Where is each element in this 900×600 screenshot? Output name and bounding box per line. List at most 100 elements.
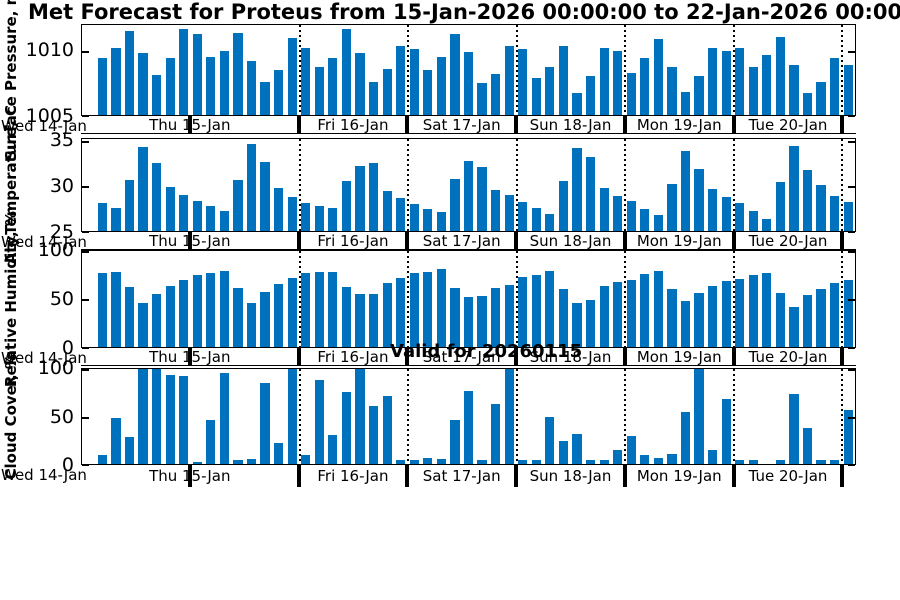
bar — [301, 273, 311, 347]
x-day-label: Sun 18-Jan — [529, 116, 612, 133]
bar — [97, 203, 107, 231]
bar — [816, 81, 826, 115]
bar — [314, 380, 324, 464]
day-gridline — [515, 25, 518, 115]
x-day-label: Tue 20-Jan — [748, 348, 828, 365]
y-tick-mark — [82, 140, 89, 143]
bar — [355, 166, 365, 231]
bar — [694, 293, 704, 347]
x-day-label — [842, 465, 856, 487]
bar — [423, 458, 433, 464]
bar — [151, 163, 162, 231]
bar — [206, 205, 216, 231]
bar — [585, 157, 596, 231]
y-tick-label: 0 — [61, 337, 74, 359]
day-boundary-tick — [187, 465, 192, 487]
bar — [680, 150, 691, 231]
bar — [762, 219, 772, 231]
subplot-temperature — [81, 138, 856, 233]
bar — [735, 203, 745, 231]
y-tick-mark — [848, 464, 855, 466]
day-gridline — [515, 251, 518, 347]
bar — [124, 437, 135, 464]
bar — [531, 77, 541, 115]
y-tick-mark — [82, 464, 89, 466]
bar — [179, 375, 189, 464]
bar — [626, 72, 636, 115]
x-day-label: Tue 20-Jan — [748, 232, 828, 249]
day-boundary-tick — [840, 465, 845, 487]
bar — [287, 196, 297, 231]
bar — [748, 211, 758, 231]
bar — [599, 460, 609, 464]
day-gridline — [407, 251, 410, 347]
bar — [436, 459, 446, 464]
bar — [274, 443, 284, 464]
bar — [613, 449, 623, 464]
bar — [830, 58, 840, 115]
bar — [355, 369, 365, 464]
bar — [830, 195, 840, 231]
bar — [748, 460, 758, 464]
bar — [206, 273, 216, 347]
bar — [274, 187, 284, 231]
bar — [396, 197, 406, 231]
bar — [341, 28, 352, 115]
day-boundary-tick — [405, 232, 410, 250]
x-day-label — [842, 232, 856, 249]
x-day-label: Fri 16-Jan — [317, 232, 389, 249]
bar — [545, 416, 555, 464]
bar — [735, 48, 745, 115]
bar — [368, 163, 379, 231]
bar — [382, 68, 392, 115]
bar — [138, 369, 148, 464]
day-boundary-tick — [514, 232, 519, 250]
bar — [789, 64, 799, 115]
bar — [341, 286, 352, 347]
bar — [518, 49, 528, 115]
bar — [531, 460, 541, 464]
date-strip: Thu 15-Jan Fri 16-Jan Sat 17-Jan Sun 18-Jan… — [81, 116, 856, 134]
x-day-label: Mon 19-Jan — [636, 467, 722, 485]
bar — [640, 209, 650, 231]
day-gridline — [298, 139, 301, 231]
bar — [165, 186, 175, 231]
bar — [260, 162, 270, 231]
bar — [328, 434, 338, 464]
bar — [613, 281, 623, 347]
bar — [192, 34, 202, 115]
x-day-label: Tue 20-Jan — [748, 116, 828, 133]
day-gridline — [298, 251, 301, 347]
bar — [802, 93, 813, 115]
day-boundary-tick — [405, 465, 410, 487]
bar — [233, 32, 243, 115]
day-gridline — [624, 251, 627, 347]
day-boundary-tick — [731, 232, 736, 250]
bar — [762, 273, 772, 347]
y-tick-label: 30 — [49, 174, 74, 197]
day-gridline — [841, 25, 844, 115]
bar — [111, 48, 121, 115]
x-day-label: Mon 19-Jan — [636, 348, 722, 365]
bar — [192, 462, 202, 464]
day-boundary-tick — [514, 116, 519, 134]
day-boundary-tick — [296, 116, 301, 134]
x-day-label: Fri 16-Jan — [317, 116, 389, 133]
bar — [274, 283, 284, 347]
bar — [667, 289, 677, 347]
day-boundary-tick — [622, 116, 627, 134]
bar — [694, 369, 704, 464]
bar — [219, 271, 229, 347]
day-gridline — [407, 369, 410, 464]
day-boundary-tick — [731, 116, 736, 134]
bar — [653, 39, 663, 115]
bar — [775, 293, 786, 347]
bar — [192, 275, 202, 347]
bar — [775, 36, 786, 115]
bar — [260, 383, 270, 464]
bar — [667, 184, 677, 231]
bar — [789, 306, 799, 347]
bar — [246, 459, 257, 464]
bar — [694, 76, 704, 115]
bar — [585, 299, 596, 347]
